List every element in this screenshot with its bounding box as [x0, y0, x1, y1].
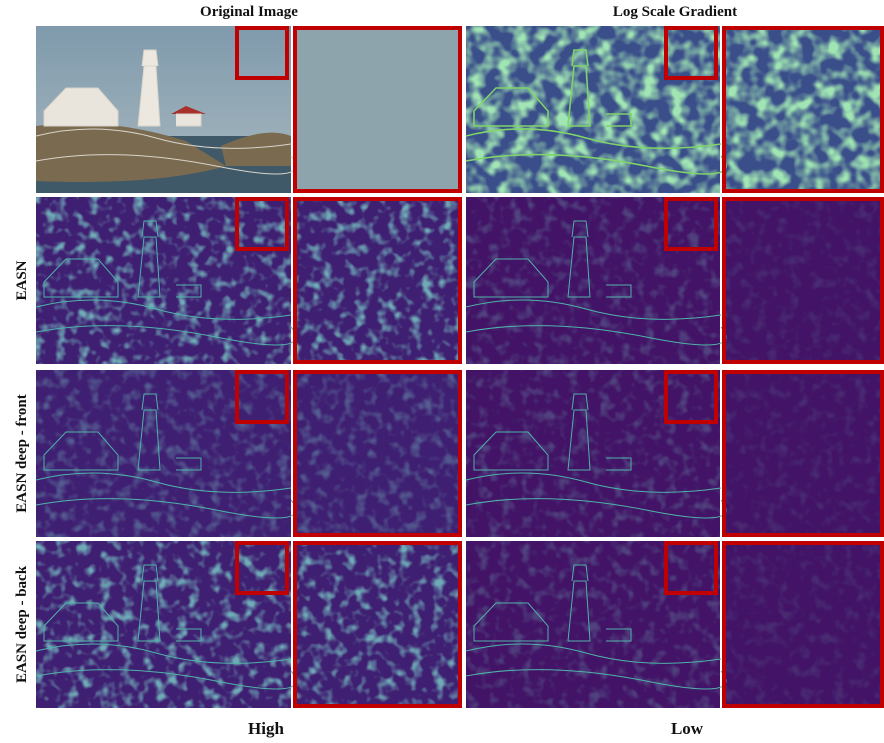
panel [466, 541, 884, 708]
row-label: EASN deep - back [14, 565, 30, 683]
figure: Original Image Log Scale Gradient EASN EASN… [0, 0, 884, 743]
panel [36, 26, 462, 193]
panel [466, 370, 884, 537]
zoom-noise [722, 541, 884, 708]
map-noise [36, 197, 291, 364]
footer-label: Low [671, 719, 704, 738]
panel [36, 197, 462, 364]
footer-label: High [248, 719, 284, 738]
zoom-noise [293, 197, 462, 364]
panel [36, 541, 462, 708]
column-title: Log Scale Gradient [613, 4, 737, 20]
column-title: Original Image [200, 4, 298, 20]
panel [466, 197, 884, 364]
zoom-view [293, 26, 462, 193]
row-label: EASN deep - front [14, 394, 30, 512]
zoom-noise [722, 370, 884, 537]
map-noise [466, 541, 720, 708]
map-noise [36, 370, 291, 537]
map-noise [466, 26, 720, 193]
zoom-noise [293, 370, 462, 537]
map-noise [466, 197, 720, 364]
map-noise [466, 370, 720, 537]
zoom-noise [722, 26, 884, 193]
map-noise [36, 541, 291, 708]
panel [466, 26, 884, 193]
zoom-noise [722, 197, 884, 364]
panel [36, 370, 462, 537]
row-label: EASN [14, 260, 30, 300]
zoom-noise [293, 541, 462, 708]
